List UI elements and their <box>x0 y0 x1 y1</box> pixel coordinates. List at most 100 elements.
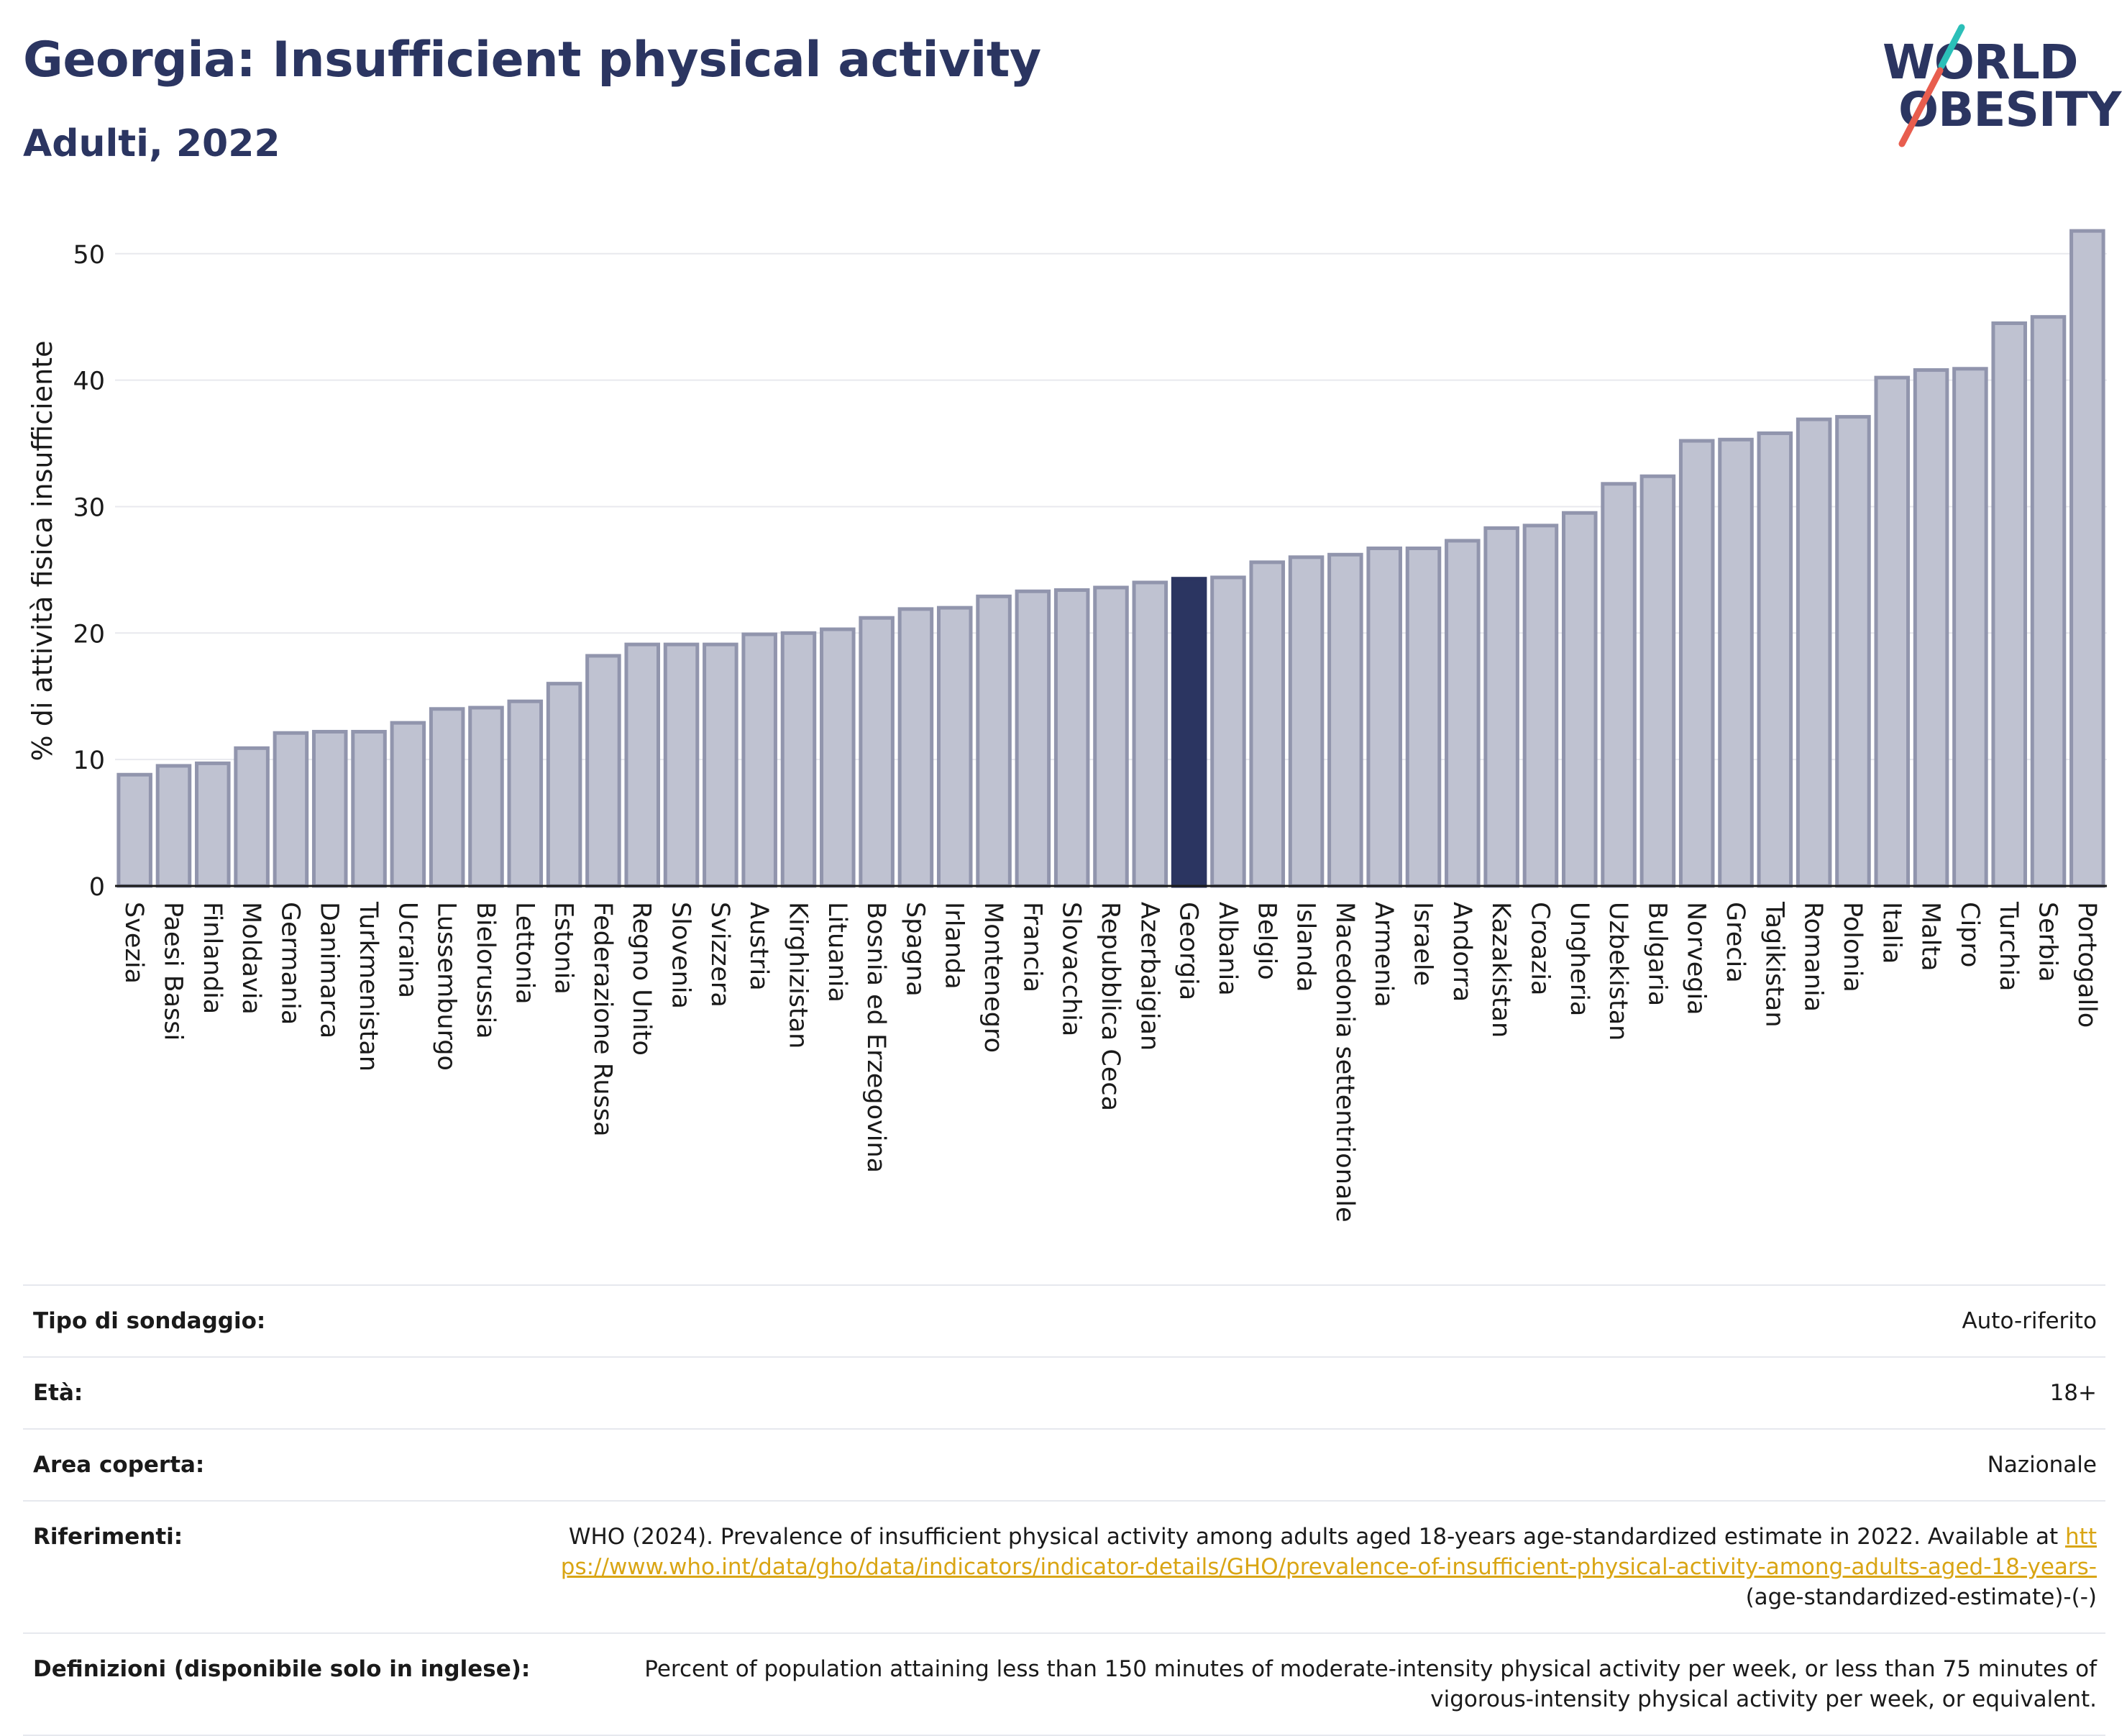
bar <box>1913 368 1949 888</box>
bar <box>2030 315 2067 888</box>
bar <box>390 721 426 888</box>
bar <box>820 627 856 888</box>
x-tick-label: Turkmenistan <box>354 901 383 1072</box>
bar <box>780 631 817 888</box>
logo-text-line1: WORLD <box>1883 35 2079 90</box>
bar <box>1718 437 1754 888</box>
bar <box>1288 555 1325 888</box>
bar-highlight <box>1171 577 1207 888</box>
meta-row-references: Riferimenti: WHO (2024). Prevalence of i… <box>23 1502 2105 1634</box>
x-tick-label: Polonia <box>1838 902 1867 992</box>
x-tick-label: Belgio <box>1252 902 1281 980</box>
x-tick-label: Danimarca <box>315 902 344 1038</box>
bar <box>1483 526 1519 888</box>
bar <box>546 682 582 888</box>
x-tick-label: Montenegro <box>979 902 1007 1053</box>
chart-title: Georgia: Insufficient physical activity <box>23 32 1041 88</box>
bar <box>1249 560 1286 888</box>
bar <box>507 699 544 888</box>
bar <box>741 632 777 888</box>
x-tick-label: Italia <box>1877 902 1906 964</box>
x-tick-label: Federazione Russa <box>588 902 617 1137</box>
bar <box>1093 585 1129 888</box>
meta-value: Auto-riferito <box>1962 1308 2097 1334</box>
bar <box>897 607 934 888</box>
bar <box>234 746 270 888</box>
meta-value: Nazionale <box>1987 1452 2097 1478</box>
x-tick-label: Svezia <box>119 902 148 984</box>
x-tick-label: Bulgaria <box>1642 902 1671 1006</box>
bar <box>2069 229 2105 888</box>
x-tick-label: Armenia <box>1369 902 1398 1008</box>
bar <box>859 616 895 888</box>
bar <box>1952 367 1988 888</box>
meta-value: 18+ <box>2049 1380 2097 1406</box>
bar <box>1522 524 1559 888</box>
bar <box>1796 417 1832 888</box>
x-tick-label: Tagikistan <box>1760 901 1788 1028</box>
x-tick-label: Bielorussia <box>471 902 500 1039</box>
bar <box>1053 588 1090 888</box>
x-tick-label: Turchia <box>1994 901 2023 991</box>
x-tick-label: Macedonia settentrionale <box>1330 902 1359 1223</box>
metadata-table: Tipo di sondaggio: Auto-riferito Età: 18… <box>23 1284 2105 1736</box>
x-tick-label: Slovenia <box>667 902 695 1009</box>
meta-label: Riferimenti: <box>33 1524 183 1550</box>
y-axis-label: % di attività fisica insufficiente <box>27 341 58 762</box>
meta-label: Area coperta: <box>33 1452 205 1478</box>
world-obesity-logo: WORLD OBESITY <box>1870 20 2121 150</box>
reference-text: WHO (2024). Prevalence of insufficient p… <box>568 1524 2059 1550</box>
x-tick-label: Paesi Bassi <box>158 902 187 1041</box>
bar <box>468 705 504 888</box>
x-tick-label: Andorra <box>1447 902 1476 1002</box>
x-tick-label: Kirghizistan <box>783 902 812 1049</box>
x-tick-label: Austria <box>744 902 773 991</box>
meta-row-survey-type: Tipo di sondaggio: Auto-riferito <box>23 1286 2105 1358</box>
x-tick-label: Finlandia <box>198 902 227 1014</box>
x-tick-label: Lussemburgo <box>432 902 461 1071</box>
y-tick-label: 20 <box>73 620 105 649</box>
bar <box>1601 482 1637 888</box>
x-tick-label: Germania <box>275 902 304 1025</box>
bar <box>624 642 661 888</box>
x-tick-label: Irlanda <box>940 902 969 990</box>
bar <box>1445 539 1481 888</box>
x-tick-label: Georgia <box>1174 902 1203 1000</box>
logo-slash-icon <box>1898 24 1965 147</box>
y-tick-label: 50 <box>73 241 105 270</box>
bar <box>1405 546 1442 888</box>
x-tick-label: Portogallo <box>2072 902 2101 1028</box>
x-tick-label: Norvegia <box>1682 902 1711 1015</box>
x-tick-label: Bosnia ed Erzegovina <box>861 902 890 1173</box>
bar <box>1639 474 1676 888</box>
meta-value: WHO (2024). Prevalence of insufficient p… <box>558 1522 2097 1612</box>
meta-row-age: Età: 18+ <box>23 1358 2105 1430</box>
x-tick-label: Repubblica Ceca <box>1096 902 1125 1111</box>
x-tick-label: Uzbekistan <box>1604 902 1632 1041</box>
bar <box>703 642 738 888</box>
x-tick-label: Grecia <box>1721 902 1749 983</box>
bar <box>155 764 192 888</box>
x-tick-label: Israele <box>1409 902 1437 986</box>
x-tick-label: Romania <box>1799 902 1828 1012</box>
x-tick-label: Lituania <box>823 902 851 1002</box>
meta-row-area: Area coperta: Nazionale <box>23 1430 2105 1502</box>
bar <box>195 761 231 888</box>
x-tick-label: Ungheria <box>1565 902 1593 1016</box>
bar <box>1210 575 1246 888</box>
meta-row-definitions: Definizioni (disponibile solo in inglese… <box>23 1634 2105 1736</box>
bar <box>311 729 348 888</box>
x-tick-label: Albania <box>1213 902 1242 996</box>
axes: 0 10 20 30 40 50 Svezia Paesi Bassi Finlandia Mol… <box>73 241 2107 1223</box>
bar <box>1874 375 1911 888</box>
reference-link[interactable]: https://www.who.int/data/gho/data/indica… <box>560 1524 2097 1580</box>
x-tick-label: Ucraina <box>393 902 421 998</box>
reference-suffix: (age-standardized-estimate)-(-) <box>1745 1584 2097 1610</box>
x-tick-label: Kazakistan <box>1486 902 1515 1038</box>
chart-subtitle: Adulti, 2022 <box>23 122 280 165</box>
bar-chart: 0 10 20 30 40 50 Svezia Paesi Bassi Finlandia Mol… <box>27 229 2107 1223</box>
x-tick-label: Islanda <box>1291 902 1320 992</box>
meta-value: Percent of population attaining less tha… <box>644 1656 2097 1712</box>
bar <box>936 606 973 888</box>
bar <box>1991 321 2027 888</box>
